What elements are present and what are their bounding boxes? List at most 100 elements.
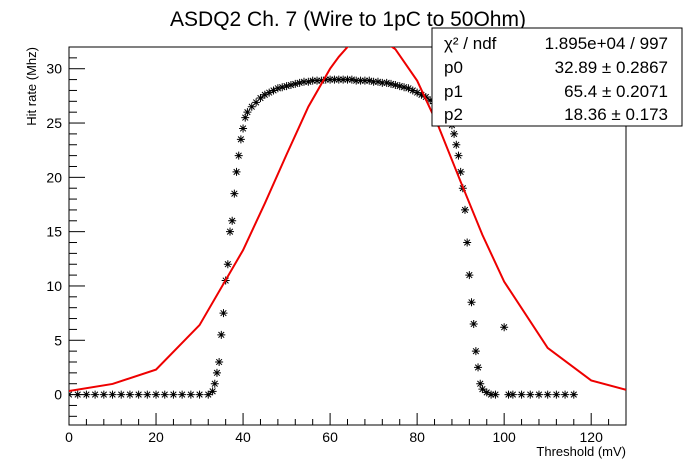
data-point: [356, 76, 365, 85]
data-point: [404, 84, 413, 93]
y-tick-label: 10: [46, 278, 62, 294]
data-point: [69, 390, 73, 399]
data-point: [463, 238, 472, 247]
data-point: [169, 390, 178, 399]
data-point: [378, 78, 387, 87]
data-point: [134, 390, 143, 399]
data-point: [471, 347, 480, 356]
data-point: [321, 75, 330, 84]
data-point: [195, 390, 204, 399]
data-point: [360, 76, 369, 85]
stats-label-p1: p1: [444, 82, 463, 101]
data-point: [241, 113, 250, 122]
data-point: [526, 390, 535, 399]
data-point: [204, 390, 213, 399]
data-point: [178, 390, 187, 399]
data-point: [334, 75, 343, 84]
x-tick-label: 120: [580, 429, 604, 445]
data-point: [273, 84, 282, 93]
y-tick-label: 20: [46, 169, 62, 185]
data-point: [508, 390, 517, 399]
stats-label-p2: p2: [444, 105, 463, 124]
x-axis-label: Threshold (mV): [536, 444, 626, 459]
data-point: [487, 390, 496, 399]
data-point: [426, 96, 435, 105]
data-point: [236, 135, 245, 144]
data-point: [454, 151, 463, 160]
data-point: [152, 390, 161, 399]
data-point: [352, 76, 361, 85]
data-point: [91, 390, 100, 399]
data-point: [552, 390, 561, 399]
data-point: [160, 390, 169, 399]
data-point: [467, 298, 476, 307]
data-point: [460, 205, 469, 214]
data-point: [561, 390, 570, 399]
data-point: [228, 216, 237, 225]
data-point: [421, 92, 430, 101]
data-point: [450, 129, 459, 138]
data-point: [326, 75, 335, 84]
chart-title: ASDQ2 Ch. 7 (Wire to 1pC to 50Ohm): [170, 8, 526, 31]
data-point: [291, 79, 300, 88]
data-point: [465, 271, 474, 280]
data-point: [208, 387, 217, 396]
data-point: [210, 379, 219, 388]
data-point: [500, 323, 509, 332]
data-point: [534, 390, 543, 399]
x-tick-label: 80: [409, 429, 425, 445]
data-point: [347, 75, 356, 84]
data-point: [491, 390, 500, 399]
data-point: [304, 77, 313, 86]
data-point: [256, 94, 265, 103]
data-point: [452, 140, 461, 149]
data-point: [215, 358, 224, 366]
x-axis: 0 20 40 60 80 100 120: [65, 413, 627, 445]
stats-value-p0: 32.89 ± 0.2867: [555, 58, 668, 77]
data-point: [456, 167, 465, 176]
data-point: [243, 108, 252, 117]
data-point: [308, 76, 317, 85]
fit-curve: [69, 47, 626, 392]
data-point: [317, 76, 326, 85]
stats-label-p0: p0: [444, 58, 463, 77]
data-point: [286, 81, 295, 90]
data-point: [369, 77, 378, 86]
data-point: [260, 90, 269, 99]
data-point: [73, 390, 82, 399]
x-tick-label: 100: [492, 429, 516, 445]
stats-label-chi2: χ² / ndf: [444, 34, 497, 53]
stats-box: χ² / ndf 1.895e+04 / 997 p0 32.89 ± 0.28…: [431, 27, 683, 127]
data-point: [299, 77, 308, 86]
data-point: [417, 90, 426, 99]
data-point: [478, 385, 487, 394]
y-tick-label: 0: [54, 387, 62, 403]
data-points: [69, 75, 578, 399]
fit-curve-group: [69, 47, 626, 392]
data-point: [269, 86, 278, 95]
data-point: [295, 78, 304, 87]
data-point: [474, 363, 483, 372]
stats-value-p2: 18.36 ± 0.173: [564, 105, 668, 124]
x-tick-label: 0: [65, 429, 73, 445]
x-tick-label: 20: [148, 429, 164, 445]
data-point: [239, 124, 248, 133]
data-point: [373, 77, 382, 86]
data-point: [569, 390, 578, 399]
data-point: [125, 390, 134, 399]
data-point: [278, 83, 287, 92]
data-point: [252, 98, 261, 107]
data-point: [395, 82, 404, 91]
data-point: [212, 368, 221, 377]
data-point: [330, 75, 339, 84]
data-point: [482, 388, 491, 397]
data-point: [223, 260, 232, 269]
data-point: [143, 390, 152, 399]
y-axis-label: Hit rate (Mhz): [24, 47, 39, 126]
data-point: [108, 390, 117, 399]
x-tick-label: 40: [235, 429, 251, 445]
data-point: [469, 319, 478, 328]
data-point: [226, 227, 235, 236]
data-point: [517, 390, 526, 399]
data-point: [117, 390, 126, 399]
